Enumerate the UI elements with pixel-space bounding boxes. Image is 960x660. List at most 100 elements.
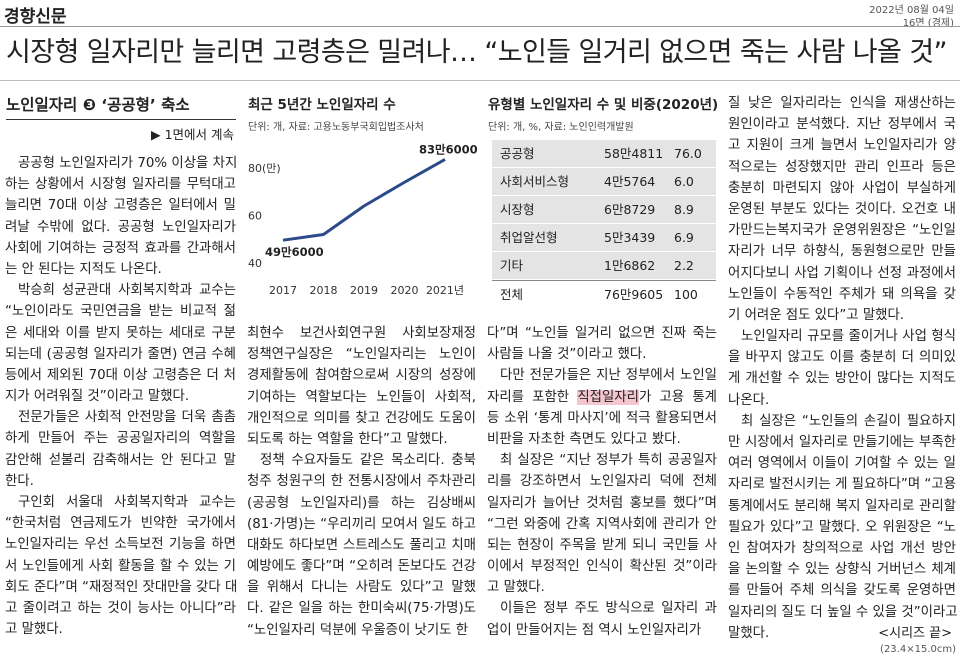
- cell: 취업알선형: [500, 230, 558, 245]
- text-line: 공공형 노인일자리가 70% 이상을 차지: [18, 156, 238, 171]
- highlight: 직접일자리: [577, 389, 639, 405]
- text-line: 는 안 된다는 지적도 나온다.: [5, 261, 162, 277]
- text-run: 자리를 포함한: [487, 389, 578, 405]
- cell: 1만6862: [604, 258, 656, 273]
- text-line: 을 논의할 수 있는 상향식 거버넌스 체계: [728, 562, 956, 578]
- text-line: 다. 같은 일을 하는 한미숙씨(75·가명)도: [247, 601, 476, 617]
- text-line: 다만 전문가들은 지난 정부에서 노인일: [500, 368, 717, 384]
- text-line: 개인적으로 의미를 찾고 건강에도 도움이: [247, 410, 476, 426]
- text-line: 게 개선할 수 있는 방안이 많다는 지적도: [728, 371, 956, 387]
- text-line: 청주 청원구의 한 전통시장에서 주차관리: [247, 474, 476, 490]
- text-line: 자리가 너무 하향식, 동원형으로만 만들: [728, 244, 956, 260]
- column: 공공형 노인일자리가 70% 이상을 차지 하는 상황에서 시장형 일자리를 무턱…: [5, 153, 238, 640]
- cell: 58만4811: [604, 146, 664, 161]
- date: 2022년 08월 04일: [869, 5, 954, 16]
- x-tick-label: 2018: [310, 284, 338, 297]
- text-line: 고 줄이려고 하는 것이 능사는 아니다”라: [5, 600, 236, 616]
- text-line: 만 시장에서 일자리로 만들기에는 부족한: [728, 435, 956, 450]
- text-line: 필요가 있다”고 말했다. 오 위원장은 “노: [728, 519, 956, 535]
- text-line: “한국처럼 연금제도가 빈약한 국가에서: [5, 516, 236, 532]
- cell: 76만9605: [604, 287, 664, 302]
- text-line: 박승희 성균관대 사회복지학과 교수는: [18, 283, 236, 299]
- table-title: 유형별 노인일자리 수 및 비중(2020년): [488, 97, 719, 113]
- text-line: 감안해 섣불리 감축해서는 안 된다고 말: [5, 452, 236, 468]
- text-line: 일자리의 질도 더 높일 수 있을 것”이라고: [728, 604, 958, 620]
- text-line: 대화도 하다보면 스트레스도 풀리고 치매: [247, 537, 476, 553]
- data-line: [282, 158, 446, 242]
- text-line: 질 낮은 일자리라는 인식을 재생산하는: [728, 96, 956, 111]
- table-row: 취업알선형 5만3439 6.9: [492, 224, 716, 252]
- x-tick-label: 2019: [350, 284, 378, 297]
- text-line: 고 말했다.: [5, 622, 63, 638]
- text-line: 원인이라고 분석했다. 지난 정부에서 국: [728, 117, 956, 133]
- cell: 76.0: [674, 146, 702, 161]
- text-line: 전문가들은 사회적 안전망을 더욱 촘촘: [18, 410, 236, 426]
- text-line: 충분히 마련되지 않아 사업이 부실하게: [728, 180, 956, 196]
- cell: 6.9: [674, 230, 694, 245]
- page-number: 16면 (경제): [902, 18, 954, 29]
- text-line: 일자리가 늘어난 것처럼 홍보를 했다”며: [487, 495, 717, 511]
- text-line: 서 노인들에게 사회 활동을 할 수 있는 기: [5, 558, 236, 574]
- text-line: 등 소위 ‘통계 마사지’에 적극 활용되면서: [487, 410, 717, 426]
- text-line: 가만드는복지국가 운영위원장은 “노인일: [728, 223, 956, 239]
- table-source: 단위: 개, %, 자료: 노인인력개발원: [488, 122, 634, 133]
- text-line: 기여하는 역할보다는 노인들이 사회적,: [247, 389, 476, 405]
- cell: 사회서비스형: [500, 174, 570, 189]
- text-run: 가 고용 통계: [638, 389, 717, 405]
- y-tick-label: 60: [248, 209, 262, 222]
- text-line: 인 참여자가 창의적으로 사업 개선 방안: [728, 540, 956, 556]
- x-tick-label: 2017: [269, 284, 297, 297]
- text-line: 를 만들어 주체 의식을 갖도록 운영하면: [728, 583, 956, 599]
- chart-title: 최근 5년간 노인일자리 수: [248, 97, 396, 113]
- text-line: 되는 현장이 주목을 받게 되니 국민들 사: [487, 537, 717, 553]
- text-line: 비판을 자초한 측면도 있다고 봤다.: [487, 431, 681, 447]
- x-tick-label: 2020: [391, 284, 419, 297]
- headline: 시장형 일자리만 늘리면 고령층은 밀려나… “노인들 일거리 없으면 죽는 사…: [6, 37, 948, 68]
- text-line: 은 세대와 이를 받지 못하는 세대로 구분: [5, 325, 236, 341]
- text-line: 을 바꾸지 않고도 이를 충분히 더 의미있: [728, 350, 956, 366]
- text-line: 업이 만들어지는 점 역시 노인일자리가: [487, 622, 702, 638]
- continued: ▶ 1면에서 계속: [150, 127, 234, 142]
- text-line: 이들은 정부 주도 방식으로 일자리 과: [500, 601, 717, 617]
- cell: 기타: [500, 258, 524, 273]
- column: 다”며 “노인들 일거리 없으면 진짜 죽는 사람들 나올 것”이라고 했다. 다만…: [487, 323, 717, 641]
- cell: 6만8729: [604, 202, 656, 217]
- column: 최현수 보건사회연구원 사회보장재정 정책연구실장은 “노인일자리는 노인이 경제활…: [247, 323, 476, 641]
- size-note: (23.4×15.0cm): [880, 644, 956, 655]
- data-label: 49만6000: [265, 245, 324, 259]
- text-line: 여러 영역에서 이들이 기여할 수 있는 일: [728, 456, 956, 472]
- chart-source: 단위: 개, 자료: 고용노동부국회입법조사처: [248, 122, 424, 133]
- text-line: “노인이라도 국민연금을 받는 비교적 젊: [5, 304, 236, 320]
- table-row: 시장형 6만8729 8.9: [492, 196, 716, 224]
- text-line: 회도 준다”며 “재정적인 잣대만을 갖다 대: [5, 579, 238, 595]
- text-line: 기 어려운 점도 있다”고 말했다.: [728, 307, 905, 323]
- text-line: 늘리면 70대 이상 고령층은 일터에서 밀: [5, 198, 236, 214]
- text-line: 되도록 하는 역할을 한다”고 말했다.: [247, 431, 448, 447]
- cell: 전체: [500, 287, 524, 302]
- rule: [6, 119, 236, 120]
- text-line: 경제활동에 참여함으로써 시장의 성장에: [247, 368, 476, 384]
- cell: 6.0: [674, 174, 694, 189]
- table-row: 전체 76만9605 100: [492, 280, 716, 308]
- text-line: 려날 수밖에 없다. 공공형 노인일자리가: [5, 219, 236, 235]
- series-end: <시리즈 끝>: [878, 626, 952, 641]
- text-line: 노인들이 수동적인 주체가 돼 의욕을 갖: [728, 286, 956, 302]
- text-line: “그런 와중에 간혹 지역사회에 관리가 안: [487, 516, 717, 532]
- data-label: 83만6000: [419, 142, 478, 156]
- series-title: 노인일자리 ❸ ‘공공형’ 축소: [6, 96, 190, 114]
- rule: [0, 80, 960, 81]
- masthead: 경향신문: [4, 7, 67, 27]
- text-line: 예방에도 좋다”며 “오히려 돈보다도 건강: [247, 559, 476, 575]
- text-line: 사회에 기여하는 긍정적 효과를 간과해서: [5, 240, 236, 256]
- text-line: “노인일자리 덕분에 우울증이 낫기도 한: [247, 622, 469, 638]
- text-line: 자리를 포함한 직접일자리가 고용 통계: [487, 387, 717, 408]
- text-line: 노인일자리는 우선 소득보전 기능을 하면: [5, 537, 236, 553]
- x-tick-label: 2021년: [426, 284, 464, 297]
- text-line: 리를 강조하면서 노인일자리 덕에 전체: [487, 474, 717, 490]
- text-line: 나온다.: [728, 392, 770, 408]
- text-line: 고 말했다.: [487, 580, 545, 596]
- rule: [0, 26, 960, 27]
- text-line: 적으로는 성장했지만 관리 인프라 등은: [728, 159, 956, 175]
